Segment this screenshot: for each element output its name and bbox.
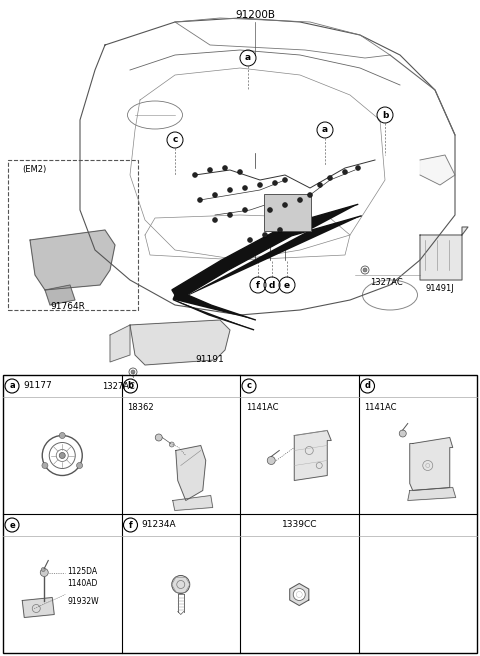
Circle shape: [213, 218, 217, 222]
Circle shape: [248, 237, 252, 243]
Circle shape: [356, 165, 360, 171]
Circle shape: [41, 567, 45, 571]
Circle shape: [242, 186, 248, 190]
Text: b: b: [128, 382, 133, 390]
Circle shape: [327, 176, 333, 180]
Text: (EM2): (EM2): [22, 165, 46, 174]
Circle shape: [363, 268, 367, 272]
Circle shape: [399, 430, 406, 437]
Circle shape: [277, 228, 283, 232]
Text: 91191: 91191: [195, 355, 224, 364]
Circle shape: [42, 462, 48, 468]
Circle shape: [267, 457, 275, 464]
Polygon shape: [420, 227, 468, 280]
Text: 1327AC: 1327AC: [102, 382, 134, 391]
Text: c: c: [172, 136, 178, 144]
Circle shape: [273, 180, 277, 186]
Text: 1327AC: 1327AC: [370, 278, 403, 287]
Circle shape: [192, 173, 197, 178]
Circle shape: [242, 207, 248, 213]
Text: 91234A: 91234A: [142, 520, 176, 529]
Text: 91200B: 91200B: [235, 10, 275, 20]
Circle shape: [59, 453, 65, 459]
Text: 91491J: 91491J: [426, 284, 455, 293]
Text: e: e: [284, 281, 290, 289]
Polygon shape: [420, 155, 455, 185]
Circle shape: [228, 188, 232, 192]
Circle shape: [223, 165, 228, 171]
Polygon shape: [294, 430, 331, 480]
Text: f: f: [129, 520, 132, 529]
Text: 1141AC: 1141AC: [364, 403, 397, 412]
FancyBboxPatch shape: [264, 194, 311, 231]
Circle shape: [169, 442, 174, 447]
Polygon shape: [130, 320, 230, 365]
Circle shape: [317, 182, 323, 188]
Circle shape: [343, 169, 348, 174]
Circle shape: [77, 462, 83, 468]
Polygon shape: [410, 438, 453, 491]
Text: a: a: [245, 54, 251, 62]
Circle shape: [283, 203, 288, 207]
Text: d: d: [364, 382, 371, 390]
Circle shape: [283, 178, 288, 182]
Text: 1339CC: 1339CC: [281, 520, 317, 529]
Text: c: c: [247, 382, 252, 390]
Polygon shape: [290, 583, 309, 605]
Circle shape: [207, 167, 213, 173]
Polygon shape: [22, 598, 54, 617]
Polygon shape: [173, 495, 213, 510]
Polygon shape: [110, 325, 130, 362]
Text: a: a: [322, 125, 328, 134]
Circle shape: [257, 182, 263, 188]
Circle shape: [238, 169, 242, 174]
Text: 1141AC: 1141AC: [246, 403, 278, 412]
Circle shape: [131, 370, 135, 374]
Text: 91177: 91177: [23, 381, 52, 390]
Text: 91764R: 91764R: [50, 302, 85, 311]
Text: f: f: [256, 281, 260, 289]
Text: d: d: [269, 281, 275, 289]
Circle shape: [267, 207, 273, 213]
Text: a: a: [9, 382, 15, 390]
Text: 18362: 18362: [128, 403, 154, 412]
Text: 91932W: 91932W: [67, 598, 99, 607]
Circle shape: [298, 197, 302, 203]
Circle shape: [263, 232, 267, 237]
Circle shape: [197, 197, 203, 203]
Circle shape: [308, 192, 312, 197]
Circle shape: [293, 588, 305, 600]
Polygon shape: [45, 285, 75, 305]
Circle shape: [40, 569, 48, 577]
Text: 1125DA: 1125DA: [67, 567, 97, 575]
Text: b: b: [382, 110, 388, 119]
Polygon shape: [30, 230, 115, 290]
Polygon shape: [408, 487, 456, 501]
Text: 1140AD: 1140AD: [67, 579, 97, 588]
Circle shape: [228, 213, 232, 218]
Text: e: e: [9, 520, 15, 529]
Circle shape: [59, 432, 65, 438]
Circle shape: [155, 434, 162, 441]
Polygon shape: [176, 445, 206, 501]
Circle shape: [172, 575, 190, 594]
Circle shape: [213, 192, 217, 197]
